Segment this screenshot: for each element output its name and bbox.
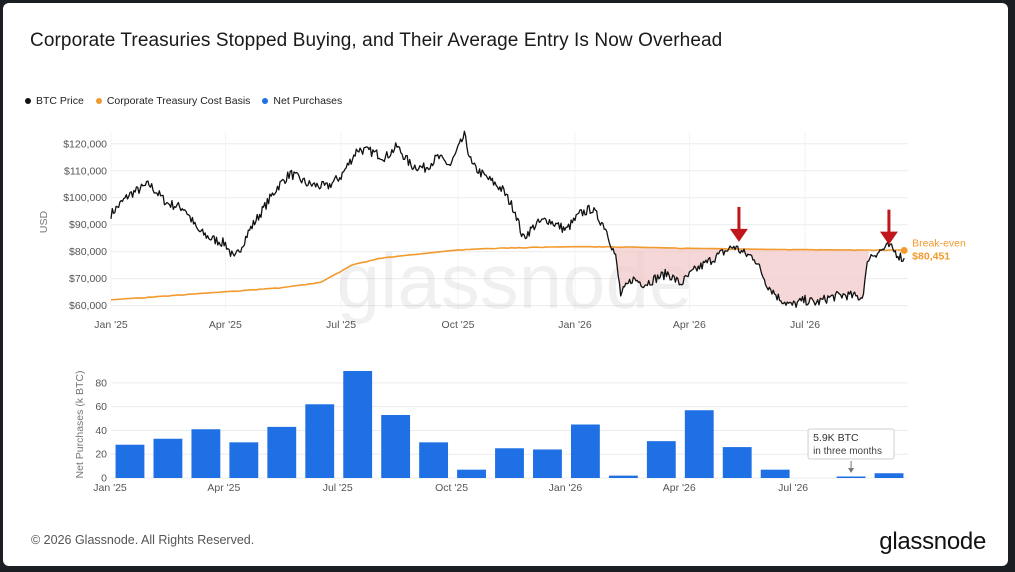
x-tick-label: Jan '25 bbox=[94, 319, 128, 331]
legend-marker-cost-basis bbox=[95, 98, 102, 104]
bar-y-tick-label: 60 bbox=[95, 401, 107, 413]
btc-price-line bbox=[110, 130, 905, 308]
copyright-footer: © 2026 Glassnode. All Rights Reserved. bbox=[31, 533, 255, 547]
net-purchase-bar bbox=[153, 438, 183, 478]
net-purchase-bar bbox=[191, 429, 221, 478]
net-purchase-bar bbox=[570, 424, 600, 478]
net-purchase-bar bbox=[495, 448, 524, 478]
bar-y-tick-label: 0 bbox=[101, 473, 107, 485]
y-axis-label: USD bbox=[38, 210, 50, 233]
bar-y-tick-label: 40 bbox=[95, 425, 107, 437]
bar-y-axis-label: Net Purchases (k BTC) bbox=[74, 371, 86, 479]
annotation-box bbox=[807, 428, 895, 460]
net-purchase-bar bbox=[646, 441, 676, 478]
legend-label-btc: BTC Price bbox=[36, 95, 84, 107]
bar-x-tick-label: Jul '25 bbox=[323, 482, 353, 494]
y-tick-label: $60,000 bbox=[69, 300, 107, 312]
break-even-label: Break-even bbox=[912, 237, 966, 249]
break-even-value: $80,451 bbox=[912, 250, 950, 262]
red-arrow-head bbox=[729, 228, 748, 242]
x-tick-label: Jul '25 bbox=[326, 319, 356, 331]
legend-label-cost-basis: Corporate Treasury Cost Basis bbox=[106, 95, 251, 107]
legend-label-net-purchases: Net Purchases bbox=[273, 95, 343, 107]
annotation-pointer-head bbox=[848, 468, 855, 473]
y-tick-label: $70,000 bbox=[69, 273, 107, 285]
net-purchase-bar bbox=[760, 469, 790, 478]
chart-card: Corporate Treasuries Stopped Buying, and… bbox=[3, 3, 1008, 566]
x-tick-label: Jul '26 bbox=[790, 319, 820, 331]
bar-y-tick-label: 80 bbox=[95, 377, 107, 389]
net-purchase-bar bbox=[533, 449, 562, 478]
net-purchase-bar bbox=[836, 476, 866, 478]
net-purchase-bar bbox=[874, 473, 904, 478]
y-tick-label: $120,000 bbox=[63, 138, 107, 150]
net-purchase-bar bbox=[684, 410, 714, 478]
bar-x-tick-label: Apr '25 bbox=[207, 482, 240, 494]
net-purchase-bar bbox=[381, 414, 411, 478]
legend-item-btc[interactable]: BTC Price bbox=[25, 95, 84, 107]
glassnode-logo: glassnode bbox=[879, 528, 986, 555]
chart-title: Corporate Treasuries Stopped Buying, and… bbox=[30, 30, 723, 51]
legend-marker-net-purchases bbox=[262, 98, 269, 104]
x-tick-label: Apr '25 bbox=[209, 319, 242, 331]
bar-x-tick-label: Jan '26 bbox=[549, 482, 583, 494]
legend-marker-btc bbox=[25, 98, 31, 104]
net-purchase-bar bbox=[267, 426, 297, 478]
cost-basis-line bbox=[110, 245, 905, 301]
y-tick-label: $90,000 bbox=[69, 219, 107, 231]
legend-item-cost-basis[interactable]: Corporate Treasury Cost Basis bbox=[95, 95, 251, 107]
net-purchase-bar bbox=[343, 371, 373, 478]
bar-x-tick-label: Jan '25 bbox=[93, 482, 127, 494]
net-purchase-bar bbox=[229, 442, 259, 478]
net-purchase-bar bbox=[419, 442, 449, 478]
bar-x-tick-label: Apr '26 bbox=[663, 482, 696, 494]
net-purchase-bar bbox=[457, 469, 486, 478]
annotation-title: 5.9K BTC bbox=[813, 432, 859, 444]
x-tick-label: Apr '26 bbox=[673, 319, 706, 331]
y-tick-label: $100,000 bbox=[63, 192, 107, 204]
legend: BTC Price Corporate Treasury Cost Basis … bbox=[25, 95, 342, 107]
red-arrow-head bbox=[879, 231, 898, 245]
net-purchase-bar bbox=[722, 447, 752, 478]
y-tick-label: $80,000 bbox=[69, 246, 107, 258]
net-purchase-bar bbox=[115, 444, 145, 478]
net-purchase-bar bbox=[305, 404, 335, 478]
net-purchase-bar bbox=[608, 475, 638, 478]
loss-zone-fill bbox=[614, 247, 869, 308]
bar-x-tick-label: Oct '25 bbox=[435, 482, 468, 494]
chart-svg: $60,000 $70,000 $80,000 $90,000 $100,000 $110… bbox=[38, 130, 966, 494]
x-tick-label: Oct '25 bbox=[442, 319, 475, 331]
bar-y-tick-label: 20 bbox=[95, 449, 107, 461]
legend-item-net-purchases[interactable]: Net Purchases bbox=[262, 95, 342, 107]
y-tick-label: $110,000 bbox=[64, 165, 107, 177]
bar-x-tick-label: Jul '26 bbox=[778, 482, 808, 494]
x-tick-label: Jan '26 bbox=[558, 319, 592, 331]
break-even-dot bbox=[900, 246, 908, 254]
annotation-text: in three months bbox=[813, 446, 882, 457]
